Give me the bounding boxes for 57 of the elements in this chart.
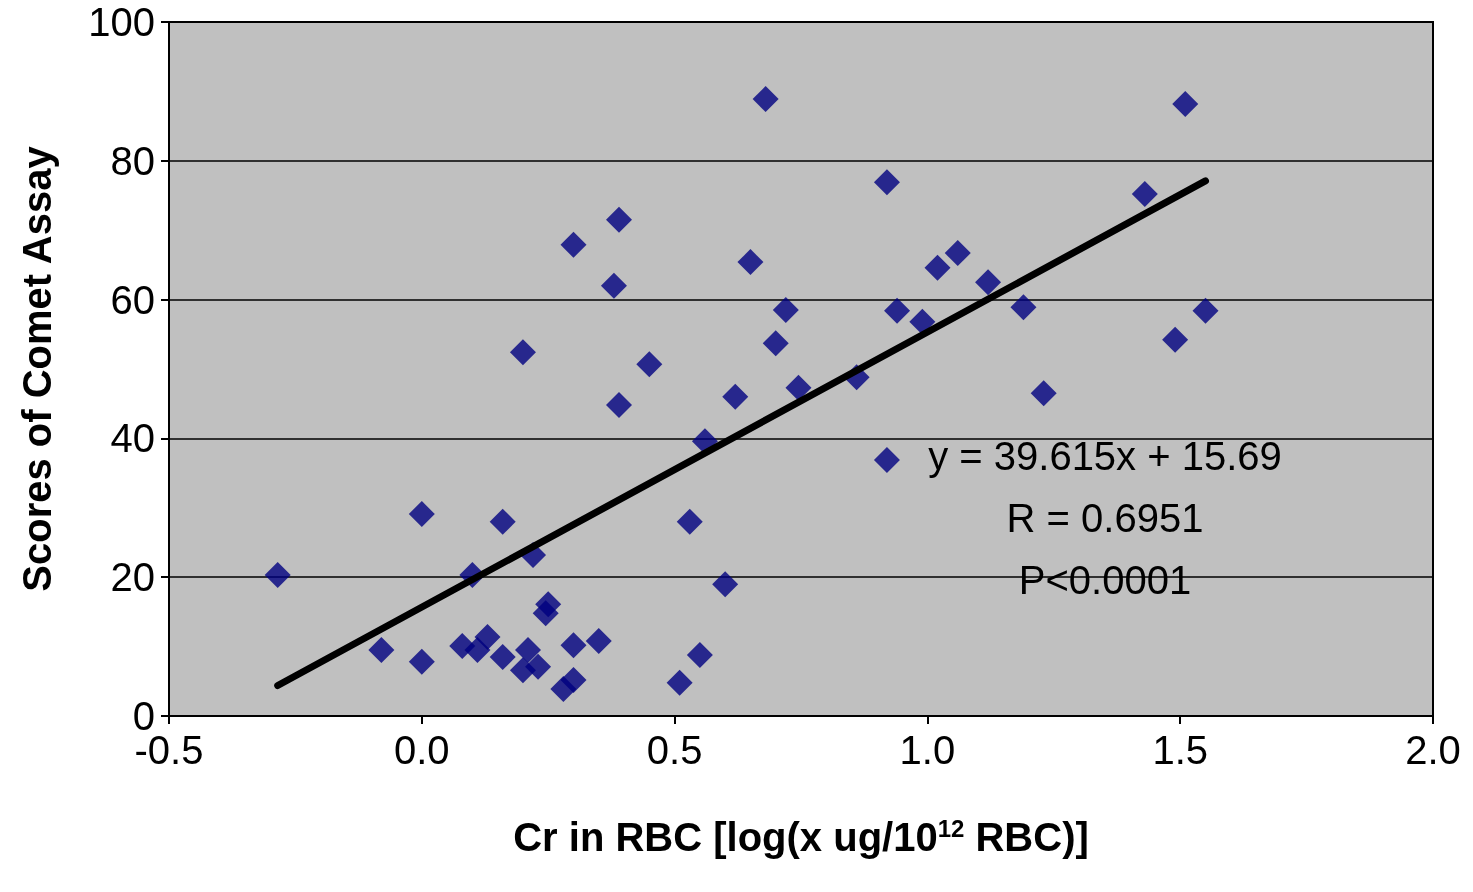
point: [525, 653, 552, 680]
y-axis-title: Scores of Comet Assay: [15, 145, 59, 592]
point: [600, 272, 627, 299]
point: [560, 666, 587, 693]
point: [509, 339, 536, 366]
point: [772, 297, 799, 324]
point: [924, 254, 951, 281]
y-tick-label: 0: [132, 694, 155, 738]
y-tick-label: 40: [110, 416, 155, 461]
x-tick-label: 0.5: [646, 728, 703, 772]
point: [605, 392, 632, 419]
point: [722, 383, 749, 410]
point: [408, 501, 435, 528]
point: [408, 648, 435, 675]
point: [585, 628, 612, 655]
point: [1030, 380, 1057, 407]
annotation: y = 39.615x + 15.69: [928, 434, 1282, 478]
point: [1172, 90, 1199, 117]
y-tick-label: 80: [110, 138, 155, 183]
point: [560, 231, 587, 258]
annotation: R = 0.6951: [1006, 496, 1204, 540]
y-tick-label: 20: [110, 555, 155, 600]
point: [975, 269, 1002, 296]
x-tick-label: 2.0: [1405, 728, 1461, 772]
point: [676, 508, 703, 535]
point: [873, 169, 900, 196]
point: [1010, 294, 1037, 321]
point: [1131, 181, 1158, 208]
point: [474, 623, 501, 650]
point: [712, 571, 739, 598]
point: [264, 562, 291, 589]
point: [785, 374, 812, 401]
point: [762, 330, 789, 357]
point: [560, 632, 587, 659]
point: [1192, 297, 1219, 324]
point: [636, 351, 663, 378]
point: [909, 308, 936, 335]
point: [944, 240, 971, 267]
point: [514, 637, 541, 664]
point: [873, 446, 900, 473]
point: [368, 637, 395, 664]
point: [686, 641, 713, 668]
point: [464, 637, 491, 664]
y-tick-label: 100: [88, 0, 155, 44]
point: [752, 86, 779, 113]
point: [666, 669, 693, 696]
point: [605, 206, 632, 233]
x-tick-label: 1.0: [899, 728, 956, 772]
point: [489, 644, 516, 671]
point: [489, 508, 516, 535]
point: [737, 249, 764, 276]
x-tick-label: 0.0: [394, 728, 450, 772]
point: [1162, 326, 1189, 353]
point: [884, 297, 911, 324]
y-tick-label: 60: [110, 277, 155, 322]
x-tick-label: 1.5: [1152, 728, 1208, 772]
point: [535, 591, 562, 618]
